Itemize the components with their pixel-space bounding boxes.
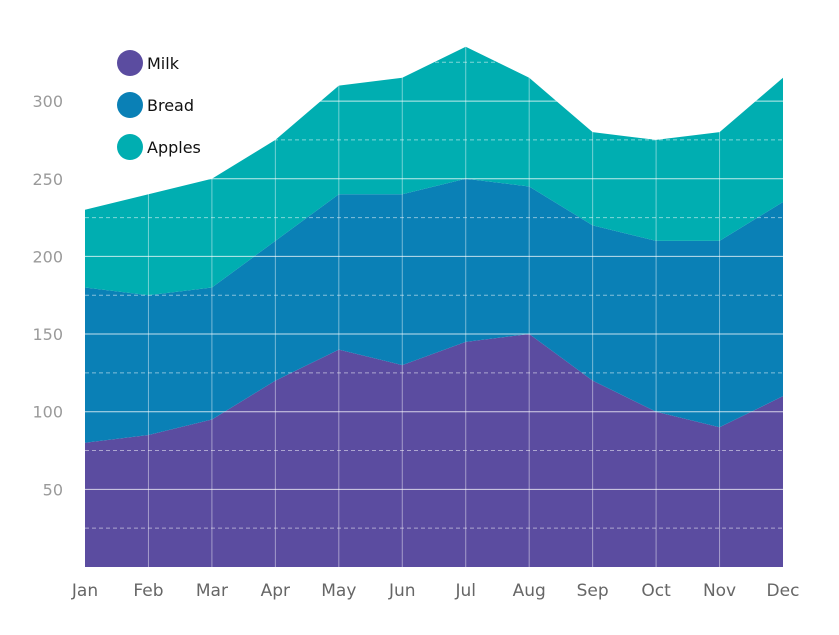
- y-tick-label: 300: [32, 92, 63, 111]
- legend-item-apples[interactable]: Apples: [117, 134, 201, 160]
- y-tick-label: 50: [43, 480, 63, 499]
- legend-label-apples: Apples: [147, 137, 201, 157]
- x-axis-ticks: Jan Feb Mar Apr May Jun Jul Aug Sep Oct Nov Dec: [71, 581, 800, 601]
- area-bread[interactable]: [85, 178, 783, 443]
- x-tick-label: Nov: [703, 581, 736, 601]
- grid-lines: [85, 40, 783, 567]
- y-tick-label: 250: [32, 170, 63, 189]
- area-apples[interactable]: [85, 46, 783, 296]
- x-tick-label: Oct: [641, 581, 671, 601]
- area-layers: [85, 46, 783, 567]
- x-tick-label: Jul: [454, 581, 476, 601]
- x-tick-label: Jun: [388, 581, 416, 601]
- area-milk[interactable]: [85, 334, 783, 567]
- legend-swatch-bread: [117, 92, 143, 118]
- legend-label-milk: Milk: [147, 53, 179, 73]
- x-tick-label: Dec: [767, 581, 800, 601]
- legend-label-bread: Bread: [147, 95, 195, 115]
- legend: Milk Bread Apples: [117, 50, 201, 176]
- x-tick-label: Sep: [577, 581, 609, 601]
- y-tick-label: 150: [32, 325, 63, 344]
- legend-item-milk[interactable]: Milk: [117, 50, 201, 76]
- x-tick-label: Jan: [71, 581, 98, 601]
- y-axis-ticks: 50 100 150 200 250 300: [32, 92, 63, 499]
- x-tick-label: Aug: [513, 581, 546, 601]
- x-tick-label: Feb: [133, 581, 163, 601]
- legend-swatch-apples: [117, 134, 143, 160]
- y-tick-label: 200: [32, 247, 63, 266]
- x-tick-label: Mar: [196, 581, 228, 601]
- legend-item-bread[interactable]: Bread: [117, 92, 201, 118]
- x-tick-label: Apr: [261, 581, 290, 601]
- legend-swatch-milk: [117, 50, 143, 76]
- y-tick-label: 100: [32, 403, 63, 422]
- x-tick-label: May: [321, 581, 356, 601]
